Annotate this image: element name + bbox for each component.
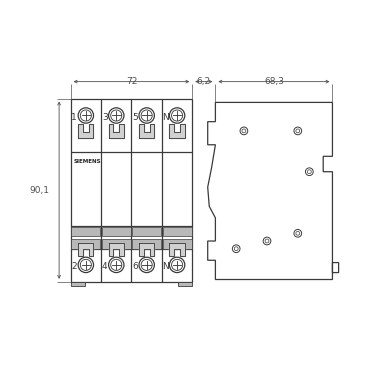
Circle shape [305,168,313,176]
Text: 3: 3 [102,112,107,122]
Circle shape [109,257,124,273]
Polygon shape [139,243,154,256]
Circle shape [294,229,302,237]
Circle shape [109,108,124,123]
Text: 6,2: 6,2 [197,77,211,86]
Bar [162,227,192,236]
Polygon shape [139,124,154,138]
Circle shape [233,245,240,253]
Circle shape [263,237,271,245]
Polygon shape [78,243,94,256]
Circle shape [78,257,94,273]
Polygon shape [169,124,185,138]
Text: 90,1: 90,1 [29,186,49,195]
Circle shape [169,257,185,273]
Text: 68,3: 68,3 [264,77,284,86]
Text: N: N [162,112,169,122]
Circle shape [294,127,302,135]
Polygon shape [169,243,185,256]
Bar [132,239,161,249]
Text: 6: 6 [132,262,138,271]
Text: N: N [162,262,169,271]
Bar [72,282,85,286]
Circle shape [240,127,248,135]
Text: 72: 72 [126,77,137,86]
Bar [162,239,192,249]
Text: 5: 5 [132,112,138,122]
Circle shape [169,108,185,123]
Circle shape [78,108,94,123]
Text: SIEMENS: SIEMENS [74,159,101,164]
Bar [71,99,192,282]
Bar [178,282,192,286]
Text: 2: 2 [72,262,77,271]
Polygon shape [109,124,124,138]
Text: 4: 4 [102,262,107,271]
Bar [102,227,131,236]
Bar [72,227,100,236]
Bar [102,239,131,249]
Polygon shape [208,102,338,280]
Circle shape [139,257,154,273]
Text: 1: 1 [72,112,77,122]
Bar [132,227,161,236]
Circle shape [139,108,154,123]
Polygon shape [78,124,94,138]
Bar [72,239,100,249]
Polygon shape [109,243,124,256]
